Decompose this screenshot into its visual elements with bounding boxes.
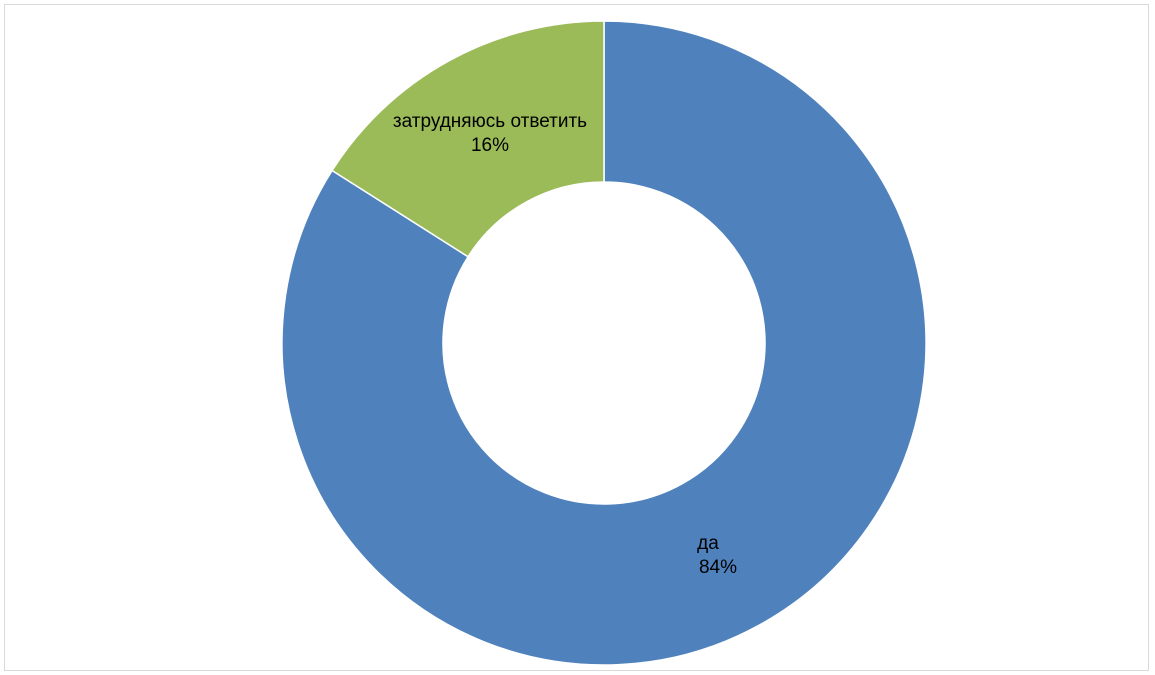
donut-slice-0 (281, 20, 927, 666)
slice-label-name: затрудняюсь ответить (393, 111, 587, 132)
chart-slices (281, 20, 927, 666)
slice-label-group-1: затрудняюсь ответить 16% (393, 111, 587, 156)
slice-label-name: да (697, 533, 719, 554)
slice-label-group-0: да 84% (697, 533, 737, 578)
slice-label-percent: 84% (699, 557, 737, 578)
donut-slice-1 (331, 20, 605, 258)
slice-label-percent: 16% (471, 135, 509, 156)
